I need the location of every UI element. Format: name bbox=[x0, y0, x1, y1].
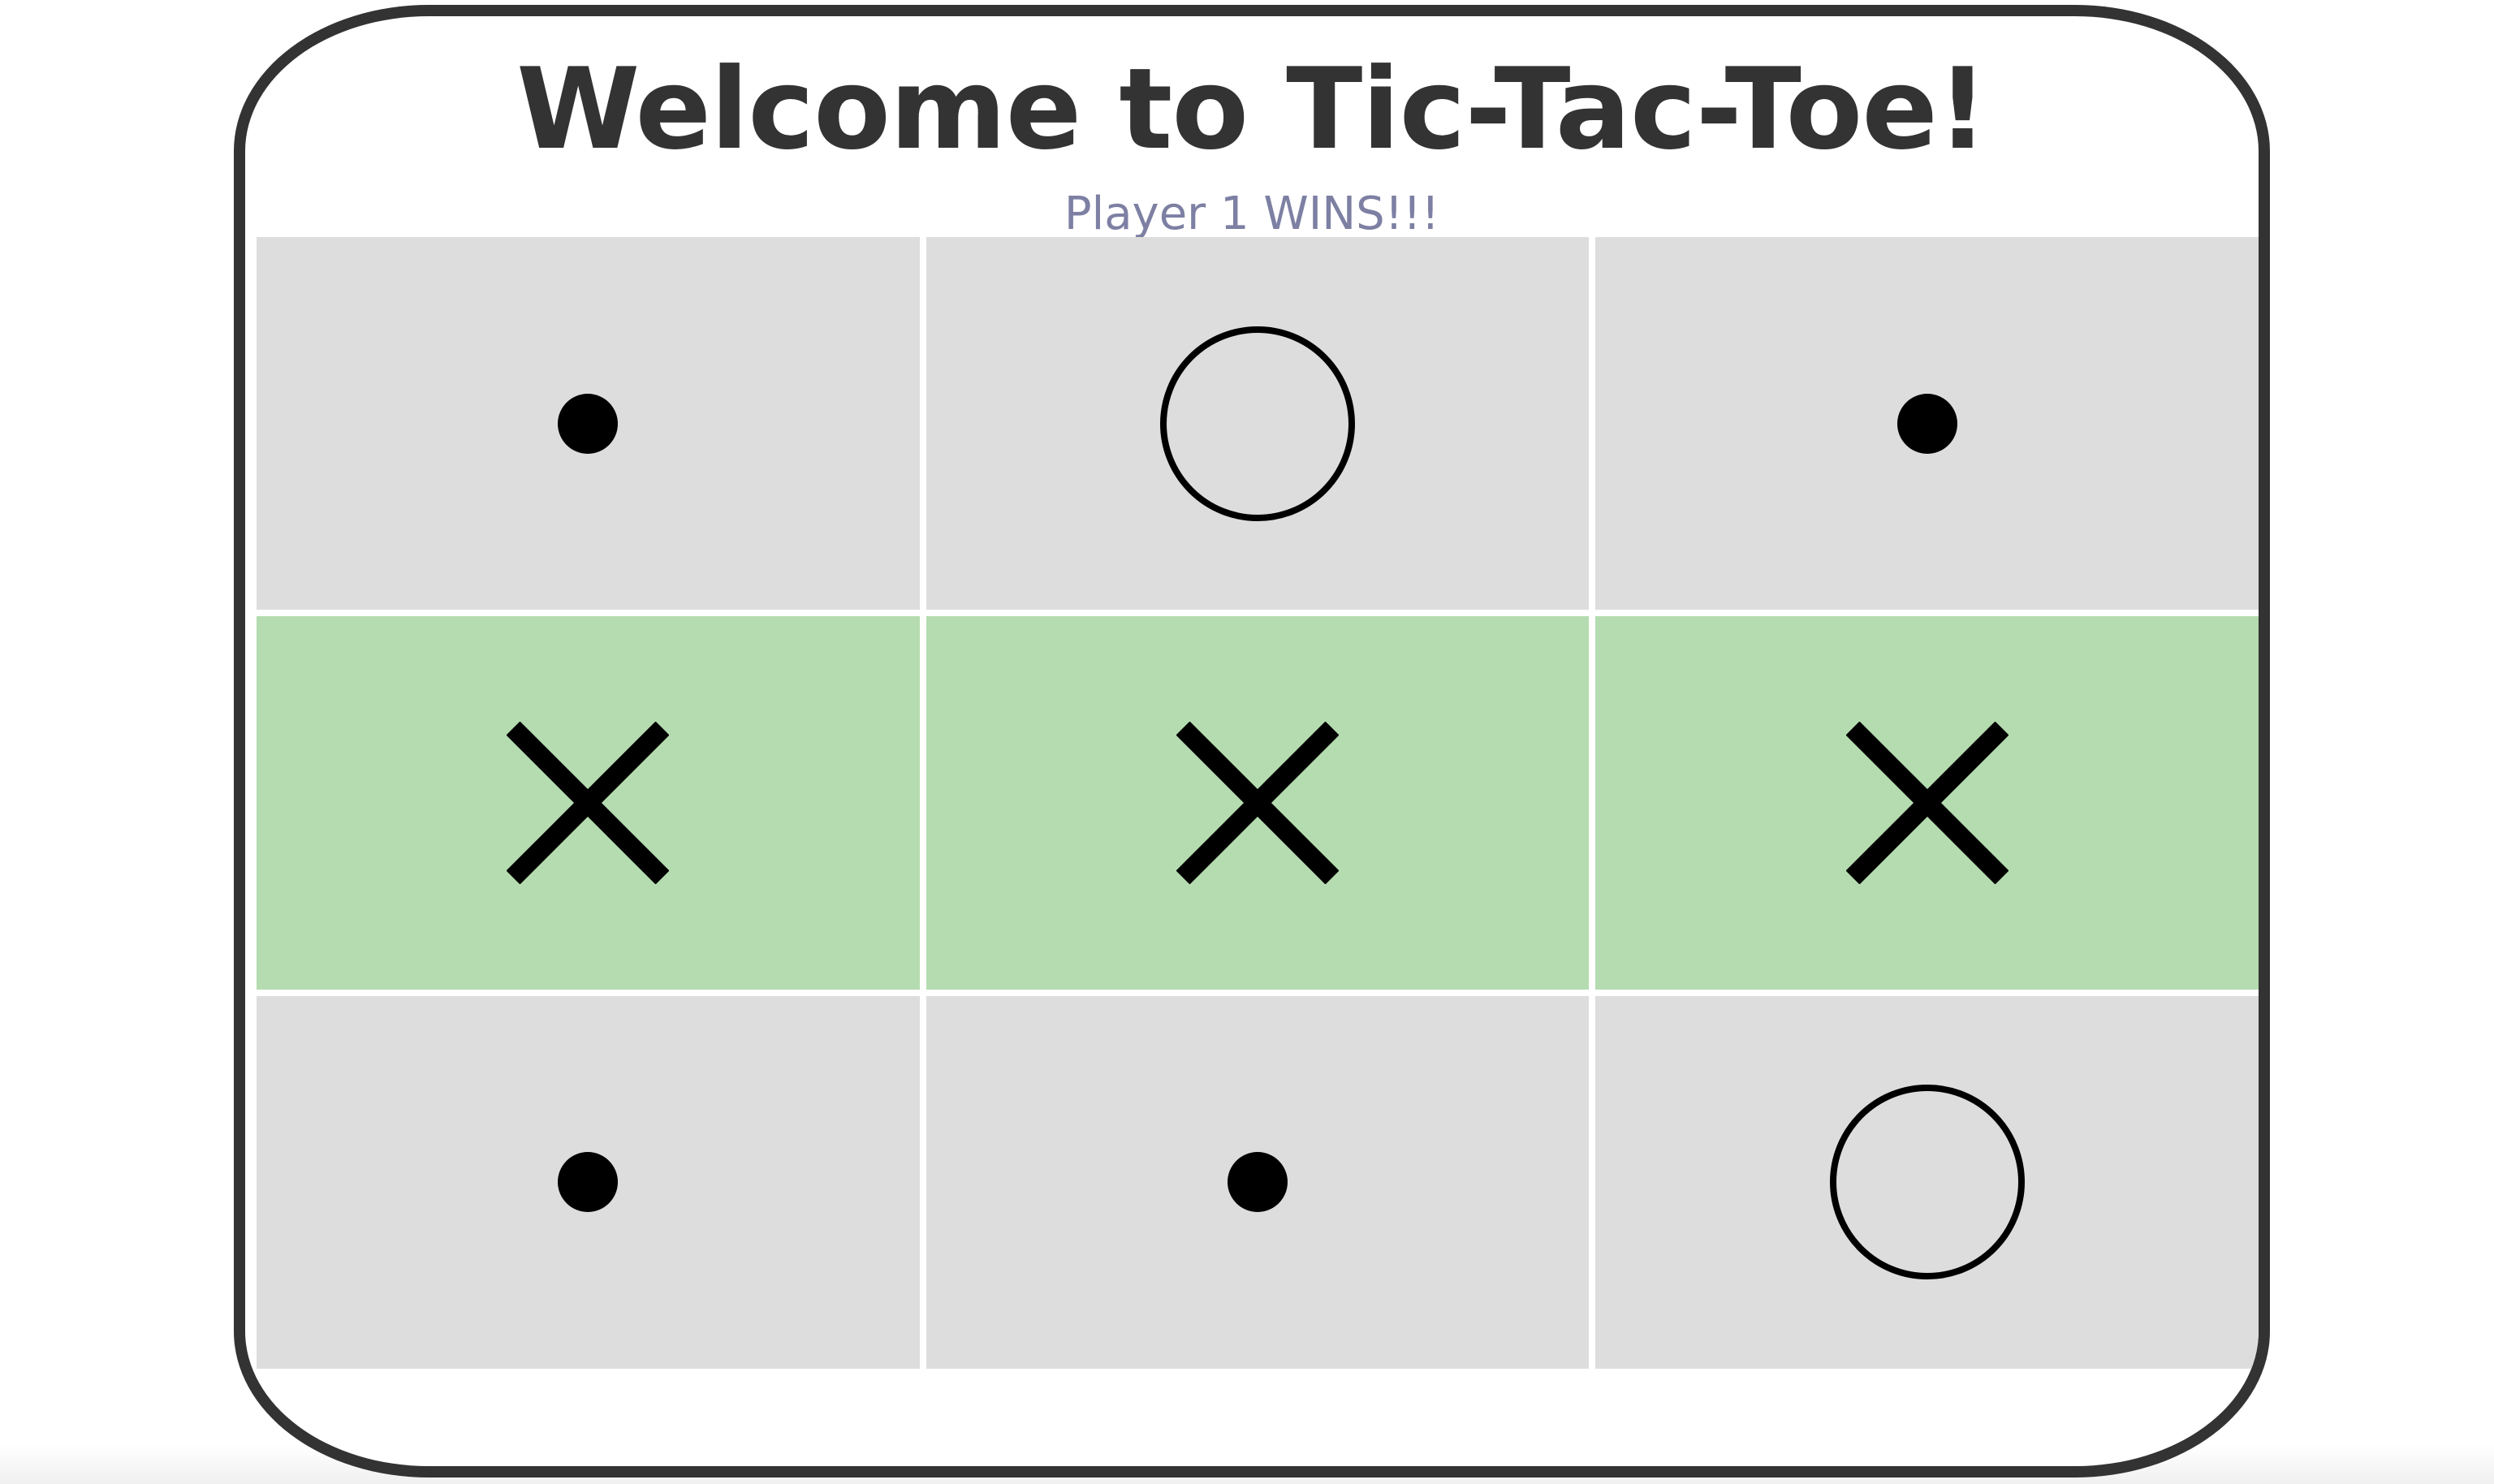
o-icon bbox=[1159, 326, 1355, 521]
board-cell-3[interactable] bbox=[257, 616, 920, 990]
board-cell-0[interactable] bbox=[257, 237, 920, 610]
dot-icon bbox=[558, 1152, 619, 1213]
board-cell-5[interactable] bbox=[1595, 616, 2259, 990]
x-icon bbox=[1176, 721, 1339, 884]
game-board bbox=[257, 237, 2259, 1369]
board-cell-1[interactable] bbox=[926, 237, 1590, 610]
dot-icon bbox=[558, 393, 619, 454]
page-title: Welcome to Tic-Tac-Toe! bbox=[516, 44, 1988, 175]
game-status: Player 1 WINS!!! bbox=[1064, 188, 1440, 240]
board-cell-8[interactable] bbox=[1595, 995, 2259, 1369]
dot-icon bbox=[1227, 1152, 1288, 1213]
board-cell-7[interactable] bbox=[926, 995, 1590, 1369]
x-icon bbox=[1845, 721, 2009, 884]
dot-icon bbox=[1896, 393, 1957, 454]
game-container: Welcome to Tic-Tac-Toe! Player 1 WINS!!! bbox=[234, 5, 2270, 1478]
board-cell-2[interactable] bbox=[1595, 237, 2259, 610]
o-icon bbox=[1829, 1085, 2025, 1280]
board-cell-6[interactable] bbox=[257, 995, 920, 1369]
x-icon bbox=[507, 721, 670, 884]
board-cell-4[interactable] bbox=[926, 616, 1590, 990]
